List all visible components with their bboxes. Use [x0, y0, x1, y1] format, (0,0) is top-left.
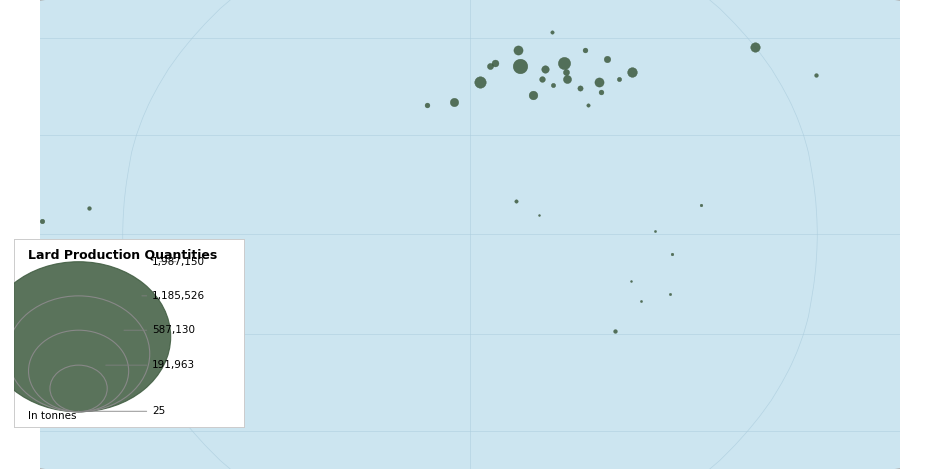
Point: [662, 291, 677, 298]
Point: [611, 75, 626, 83]
Point: [538, 65, 553, 73]
Point: [558, 68, 573, 76]
Text: 1,185,526: 1,185,526: [142, 291, 206, 301]
Point: [580, 101, 595, 109]
Point: [904, 158, 919, 165]
Point: [808, 72, 823, 79]
Point: [512, 62, 527, 69]
Point: [545, 82, 560, 89]
Point: [525, 91, 540, 99]
Point: [607, 327, 622, 335]
Point: [473, 78, 488, 86]
Point: [154, 340, 169, 348]
Point: [623, 277, 638, 285]
Point: [747, 43, 762, 51]
Point: [82, 204, 97, 212]
Point: [509, 197, 524, 205]
Point: [170, 280, 185, 288]
Point: [68, 331, 83, 338]
Point: [419, 101, 434, 109]
Point: [91, 287, 106, 295]
Text: In tonnes: In tonnes: [28, 411, 76, 421]
Point: [665, 251, 680, 258]
Point: [556, 59, 572, 66]
Point: [544, 28, 559, 35]
Text: 25: 25: [82, 406, 165, 416]
Point: [633, 297, 648, 305]
Point: [693, 201, 708, 208]
Text: 1,987,150: 1,987,150: [152, 257, 205, 267]
Point: [594, 88, 609, 96]
Point: [572, 85, 588, 92]
Point: [648, 227, 663, 235]
Point: [487, 59, 502, 66]
Text: Lard Production Quantities: Lard Production Quantities: [28, 249, 217, 262]
Text: 191,963: 191,963: [105, 360, 196, 370]
Point: [446, 98, 462, 106]
Point: [24, 264, 39, 272]
Point: [11, 237, 26, 245]
Text: 587,130: 587,130: [124, 325, 196, 335]
Point: [534, 75, 549, 83]
Point: [35, 218, 50, 225]
Point: [577, 46, 592, 54]
Point: [600, 56, 615, 63]
Point: [482, 62, 497, 69]
Point: [112, 344, 127, 351]
Point: [134, 307, 149, 315]
Circle shape: [0, 262, 171, 412]
Point: [591, 78, 606, 86]
Point: [3, 46, 18, 54]
Point: [532, 211, 547, 218]
Point: [560, 75, 575, 83]
Point: [624, 68, 639, 76]
Point: [510, 46, 525, 54]
